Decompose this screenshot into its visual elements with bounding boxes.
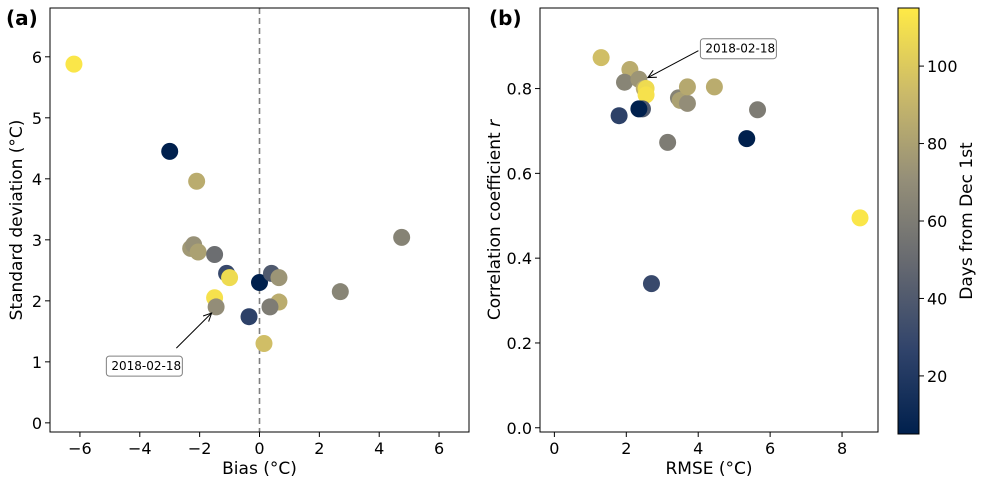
annotation-arrow	[647, 50, 699, 78]
colorbar-label: Days from Dec 1st	[957, 142, 977, 300]
panel-b-annotation: 2018-02-18	[646, 38, 777, 79]
y-tick-label: 0.4	[507, 249, 532, 268]
x-tick-label: 6	[765, 439, 775, 458]
scatter-point	[678, 78, 696, 96]
annotation-arrowhead	[202, 312, 213, 322]
y-tick-label: 5	[32, 109, 42, 128]
scatter-point	[207, 298, 225, 316]
y-tick-label: 2	[32, 292, 42, 311]
y-tick-label: 0.0	[507, 419, 532, 438]
panel-b-y-axis-label-text: Correlation coefficient	[485, 127, 505, 320]
annotation-box	[105, 355, 183, 377]
scatter-point	[610, 107, 628, 125]
scatter-point	[206, 245, 224, 263]
x-tick-label: 0	[254, 439, 264, 458]
colorbar: 20 40 60 80 100 Days from Dec 1st	[897, 7, 977, 435]
colorbar-ticks: 20 40 60 80 100	[919, 57, 958, 386]
scatter-point	[738, 130, 756, 148]
y-tick-label: 1	[32, 353, 42, 372]
panel-b-x-axis-label: RMSE (°C)	[665, 459, 752, 479]
colorbar-tick-label: 40	[927, 289, 947, 308]
panel-a-annotation: 2018-02-18	[105, 312, 213, 377]
annotation-box	[699, 38, 777, 60]
panel-a-ticks: −6 −4 −2 0 2 4 6 0 1 2 3 4 5 6	[32, 48, 444, 458]
scatter-point	[240, 308, 258, 326]
x-tick-label: 8	[837, 439, 847, 458]
panel-a-label: (a)	[6, 6, 38, 30]
scatter-point	[630, 100, 648, 118]
panel-a: −6 −4 −2 0 2 4 6 0 1 2 3 4 5 6 (a) Bias (°C) Standard…	[6, 6, 470, 479]
y-tick-label: 0.6	[507, 164, 532, 183]
panel-b-ticks: 0 2 4 6 8 0.0 0.2 0.4 0.6 0.8	[507, 80, 848, 458]
panel-a-marks	[65, 8, 411, 432]
x-tick-label: 4	[374, 439, 384, 458]
scatter-point	[705, 78, 723, 96]
annotation-label: 2018-02-18	[705, 42, 775, 56]
scatter-point	[659, 133, 677, 151]
y-tick-label: 3	[32, 231, 42, 250]
scatter-point	[221, 269, 239, 287]
colorbar-gradient	[897, 7, 920, 435]
scatter-point	[678, 94, 696, 112]
scatter-point	[616, 73, 633, 91]
x-tick-label: −6	[68, 439, 92, 458]
scatter-point	[251, 274, 268, 292]
colorbar-tick-label: 20	[927, 367, 947, 386]
scatter-point	[189, 243, 207, 261]
panel-b-y-axis-label: Correlation coefficient r	[485, 119, 505, 320]
scatter-point	[592, 49, 610, 67]
annotation-label: 2018-02-18	[111, 359, 181, 373]
scatter-point	[188, 172, 206, 190]
y-tick-label: 0.2	[507, 334, 532, 353]
x-tick-label: 0	[549, 439, 559, 458]
x-tick-label: −4	[128, 439, 152, 458]
x-tick-label: 2	[621, 439, 631, 458]
annotation-arrow	[176, 312, 212, 349]
x-tick-label: 2	[314, 439, 324, 458]
panel-b: 0 2 4 6 8 0.0 0.2 0.4 0.6 0.8 (b) RMSE (°C) Corre…	[485, 6, 879, 479]
y-tick-label: 6	[32, 48, 42, 67]
x-tick-label: 6	[434, 439, 444, 458]
annotation-arrowhead	[646, 69, 657, 79]
colorbar-tick-label: 60	[927, 212, 947, 231]
scatter-point	[642, 275, 660, 293]
scatter-point	[749, 101, 767, 119]
scatter-point	[65, 55, 83, 73]
y-tick-label: 4	[32, 170, 42, 189]
panel-b-frame	[539, 7, 879, 433]
scatter-point	[255, 335, 273, 353]
panel-a-x-axis-label: Bias (°C)	[222, 459, 297, 479]
colorbar-tick-label: 100	[927, 57, 958, 76]
scatter-point	[637, 86, 655, 104]
scatter-point	[161, 142, 179, 160]
scatter-point	[270, 269, 288, 287]
y-tick-label: 0.8	[507, 80, 532, 99]
panel-b-y-axis-label-symbol: r	[485, 119, 505, 127]
scatter-point	[851, 209, 869, 227]
panel-b-marks	[592, 49, 869, 293]
x-tick-label: −2	[188, 439, 212, 458]
scatter-point	[331, 283, 349, 301]
scatter-point	[393, 228, 411, 246]
panel-b-label: (b)	[489, 6, 522, 30]
colorbar-tick-label: 80	[927, 135, 947, 154]
x-tick-label: 4	[693, 439, 703, 458]
y-tick-label: 0	[32, 414, 42, 433]
panel-a-y-axis-label: Standard deviation (°C)	[7, 120, 27, 321]
scatter-point	[261, 298, 279, 316]
